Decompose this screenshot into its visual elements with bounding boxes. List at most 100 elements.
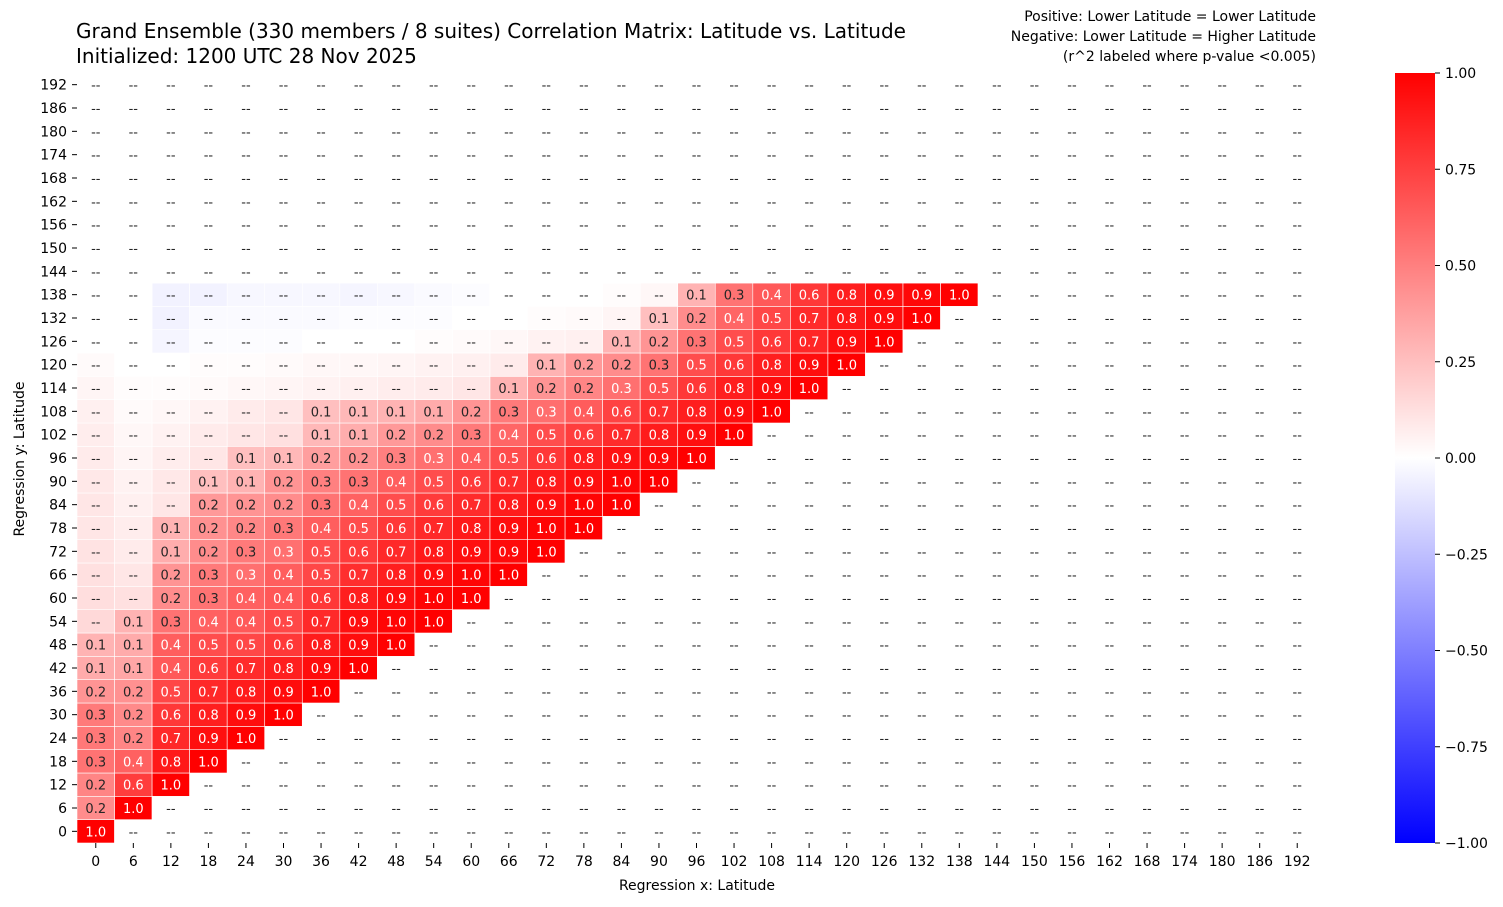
cell-label-missing: -- (1142, 405, 1152, 420)
cell-label-missing: -- (1105, 452, 1115, 467)
cell-label-missing: -- (917, 195, 927, 210)
cell-label-missing: -- (1217, 802, 1227, 817)
cell-label-missing: -- (842, 149, 852, 164)
cell-label-missing: -- (880, 732, 890, 747)
cell-label-missing: -- (129, 825, 139, 840)
cell-label-missing: -- (1030, 149, 1040, 164)
cell-label-missing: -- (542, 592, 552, 607)
cell-label-missing: -- (1255, 102, 1265, 117)
cell-label-missing: -- (804, 592, 814, 607)
cell-label-missing: -- (729, 802, 739, 817)
cell-label-missing: -- (729, 685, 739, 700)
cell-label-missing: -- (504, 242, 514, 257)
cell-label: 0.8 (236, 685, 257, 700)
cell-label-missing: -- (992, 709, 1002, 724)
cell-label-missing: -- (804, 475, 814, 490)
cell-label: 0.8 (386, 569, 407, 584)
cell-label-missing: -- (1067, 475, 1077, 490)
cell-label-missing: -- (1030, 592, 1040, 607)
cell-label-missing: -- (767, 242, 777, 257)
x-tick-label: 30 (275, 854, 293, 870)
cell-label-missing: -- (91, 522, 101, 537)
cell-label-missing: -- (880, 755, 890, 770)
chart-title: Grand Ensemble (330 members / 8 suites) … (76, 19, 906, 43)
cell-label-missing: -- (129, 545, 139, 560)
cell-label: 0.3 (198, 569, 219, 584)
cell-label-missing: -- (917, 569, 927, 584)
cell-label-missing: -- (279, 825, 289, 840)
cell-label-missing: -- (1180, 662, 1190, 677)
x-tick-label: 186 (1246, 854, 1273, 870)
cell-label-missing: -- (166, 359, 176, 374)
cell-label-missing: -- (429, 709, 439, 724)
cell-label-missing: -- (542, 149, 552, 164)
cell-label-missing: -- (166, 195, 176, 210)
cell-label-missing: -- (1142, 335, 1152, 350)
cell-label-missing: -- (1293, 312, 1303, 327)
cell-label-missing: -- (354, 172, 364, 187)
cell-label-missing: -- (767, 802, 777, 817)
cell-label-missing: -- (880, 522, 890, 537)
cell-label-missing: -- (1142, 195, 1152, 210)
cell-label-missing: -- (880, 382, 890, 397)
cell-label-missing: -- (1217, 709, 1227, 724)
cell-label-missing: -- (955, 429, 965, 444)
x-tick-label: 144 (983, 854, 1010, 870)
cell-label-missing: -- (1067, 219, 1077, 234)
cell-label: 0.5 (498, 452, 519, 467)
cell-label-missing: -- (1105, 289, 1115, 304)
x-tick-label: 162 (1096, 854, 1123, 870)
cell-label-missing: -- (992, 172, 1002, 187)
cell-label-missing: -- (880, 709, 890, 724)
cell-label-missing: -- (880, 219, 890, 234)
cell-label-missing: -- (617, 265, 627, 280)
cell-label-missing: -- (467, 125, 477, 140)
cell-label: 0.9 (799, 359, 820, 374)
cell-label-missing: -- (354, 125, 364, 140)
cell-label-missing: -- (354, 312, 364, 327)
cell-label-missing: -- (542, 639, 552, 654)
cell-label-missing: -- (354, 359, 364, 374)
cell-label-missing: -- (617, 219, 627, 234)
cell-label-missing: -- (579, 755, 589, 770)
colorbar-ticks: 1.00 0.75 0.50 0.25 0.00 −0.25 −0.50 −0.75 −1.00 (1435, 66, 1488, 852)
cell-label-missing: -- (91, 79, 101, 94)
cell-label: 0.3 (461, 429, 482, 444)
cell-label: 0.4 (724, 312, 745, 327)
cell-label-missing: -- (729, 265, 739, 280)
cell-label-missing: -- (279, 732, 289, 747)
cell-label: 0.1 (85, 662, 106, 677)
cell-label-missing: -- (1067, 709, 1077, 724)
cell-label-missing: -- (504, 709, 514, 724)
cell-label-missing: -- (654, 219, 664, 234)
cell-label-missing: -- (1293, 685, 1303, 700)
cell-label-missing: -- (1255, 755, 1265, 770)
cell-label-missing: -- (1293, 615, 1303, 630)
cell-label-missing: -- (692, 79, 702, 94)
cell-label: 0.8 (423, 545, 444, 560)
cell-label-missing: -- (729, 499, 739, 514)
cell-label: 0.1 (498, 382, 519, 397)
cell-label: 0.8 (198, 709, 219, 724)
cell-label-missing: -- (880, 359, 890, 374)
cell-label-missing: -- (1217, 522, 1227, 537)
cell-label-missing: -- (729, 732, 739, 747)
cell-label-missing: -- (992, 289, 1002, 304)
cell-label-missing: -- (1293, 592, 1303, 607)
cell-label-missing: -- (1255, 312, 1265, 327)
cell-label-missing: -- (1142, 779, 1152, 794)
cell-label: 0.1 (123, 662, 144, 677)
y-tick-label: 36 (49, 684, 67, 700)
cell-label-missing: -- (579, 312, 589, 327)
x-axis: 0 6 12 18 24 30 36 42 48 54 60 66 72 78 84 90 96 102 108 11… (91, 843, 1311, 870)
cell-label: 0.7 (611, 429, 632, 444)
cell-label-missing: -- (692, 475, 702, 490)
cell-label-missing: -- (1105, 172, 1115, 187)
cell-label-missing: -- (1142, 265, 1152, 280)
cell-label: 0.9 (423, 569, 444, 584)
cell-label-missing: -- (429, 359, 439, 374)
cell-label: 1.0 (536, 545, 557, 560)
cell-label: 0.4 (161, 662, 182, 677)
cell-label-missing: -- (391, 289, 401, 304)
cell-label-missing: -- (1293, 825, 1303, 840)
